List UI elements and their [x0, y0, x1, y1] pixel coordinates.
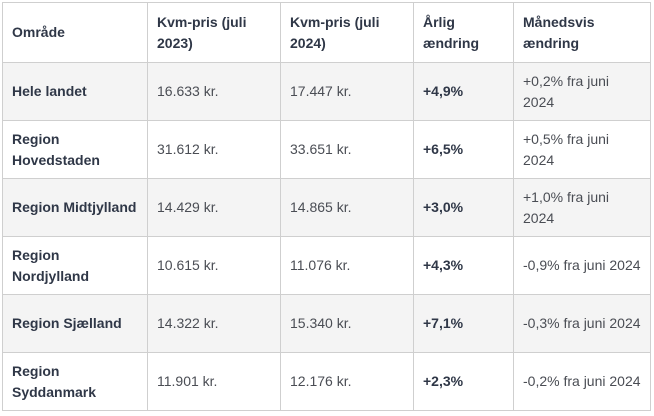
cell-monthly-change: -0,9% fra juni 2024 [513, 236, 651, 295]
cell-price-2023: 14.429 kr. [147, 178, 281, 237]
header-monthly-change: Månedsvis ændring [513, 2, 651, 63]
cell-annual-change: +2,3% [413, 352, 514, 411]
cell-annual-change: +3,0% [413, 178, 514, 237]
header-price-2023: Kvm-pris (juli 2023) [147, 2, 281, 63]
cell-area: Region Midtjylland [2, 178, 148, 237]
cell-area: Region Sjælland [2, 294, 148, 353]
price-table-container: Område Kvm-pris (juli 2023) Kvm-pris (ju… [2, 2, 651, 411]
table-row: Region Syddanmark 11.901 kr. 12.176 kr. … [2, 352, 651, 411]
cell-monthly-change: +0,2% fra juni 2024 [513, 62, 651, 121]
cell-area: Hele landet [2, 62, 148, 121]
table-row: Region Nordjylland 10.615 kr. 11.076 kr.… [2, 236, 651, 295]
cell-price-2023: 10.615 kr. [147, 236, 281, 295]
table-row: Hele landet 16.633 kr. 17.447 kr. +4,9% … [2, 62, 651, 121]
table-row: Region Midtjylland 14.429 kr. 14.865 kr.… [2, 178, 651, 237]
cell-price-2023: 16.633 kr. [147, 62, 281, 121]
header-price-2024: Kvm-pris (juli 2024) [280, 2, 414, 63]
cell-price-2024: 33.651 kr. [280, 120, 414, 179]
table-row: Region Sjælland 14.322 kr. 15.340 kr. +7… [2, 294, 651, 353]
cell-price-2024: 17.447 kr. [280, 62, 414, 121]
cell-area: Region Syddanmark [2, 352, 148, 411]
cell-price-2024: 11.076 kr. [280, 236, 414, 295]
cell-annual-change: +4,3% [413, 236, 514, 295]
cell-annual-change: +6,5% [413, 120, 514, 179]
cell-monthly-change: -0,3% fra juni 2024 [513, 294, 651, 353]
cell-price-2023: 31.612 kr. [147, 120, 281, 179]
cell-area: Region Nordjylland [2, 236, 148, 295]
header-area: Område [2, 2, 148, 63]
cell-area: Region Hovedstaden [2, 120, 148, 179]
cell-annual-change: +4,9% [413, 62, 514, 121]
cell-price-2023: 14.322 kr. [147, 294, 281, 353]
header-annual-change: Årlig ændring [413, 2, 514, 63]
cell-price-2023: 11.901 kr. [147, 352, 281, 411]
cell-price-2024: 12.176 kr. [280, 352, 414, 411]
cell-monthly-change: -0,2% fra juni 2024 [513, 352, 651, 411]
cell-annual-change: +7,1% [413, 294, 514, 353]
cell-monthly-change: +1,0% fra juni 2024 [513, 178, 651, 237]
cell-monthly-change: +0,5% fra juni 2024 [513, 120, 651, 179]
cell-price-2024: 14.865 kr. [280, 178, 414, 237]
table-row: Region Hovedstaden 31.612 kr. 33.651 kr.… [2, 120, 651, 179]
cell-price-2024: 15.340 kr. [280, 294, 414, 353]
price-table: Område Kvm-pris (juli 2023) Kvm-pris (ju… [2, 2, 651, 411]
table-header-row: Område Kvm-pris (juli 2023) Kvm-pris (ju… [2, 2, 651, 63]
